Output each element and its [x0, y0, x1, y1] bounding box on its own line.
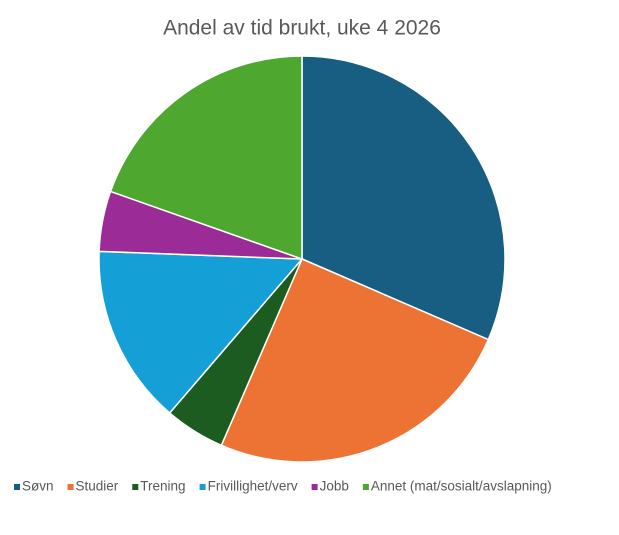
legend-label: Trening [140, 479, 185, 494]
legend-marker [132, 484, 139, 490]
pie-slice [109, 55, 303, 261]
legend-marker [14, 484, 20, 490]
pie-slice [98, 250, 304, 415]
legend-label: Annet (mat/sosialt/avslapning) [371, 479, 552, 494]
legend-label: Frivillighet/verv [208, 479, 298, 494]
legend-marker [199, 484, 206, 490]
legend-marker [311, 484, 318, 490]
legend-marker [67, 484, 74, 490]
legend-label: Søvn [22, 479, 54, 494]
legend-label: Jobb [320, 479, 349, 494]
legend-label: Studier [76, 479, 119, 494]
pie-slice [220, 258, 490, 463]
chart-title: Andel av tid brukt, uke 4 2026 [163, 17, 441, 40]
legend-marker [362, 484, 369, 490]
pie-slice [301, 55, 506, 341]
